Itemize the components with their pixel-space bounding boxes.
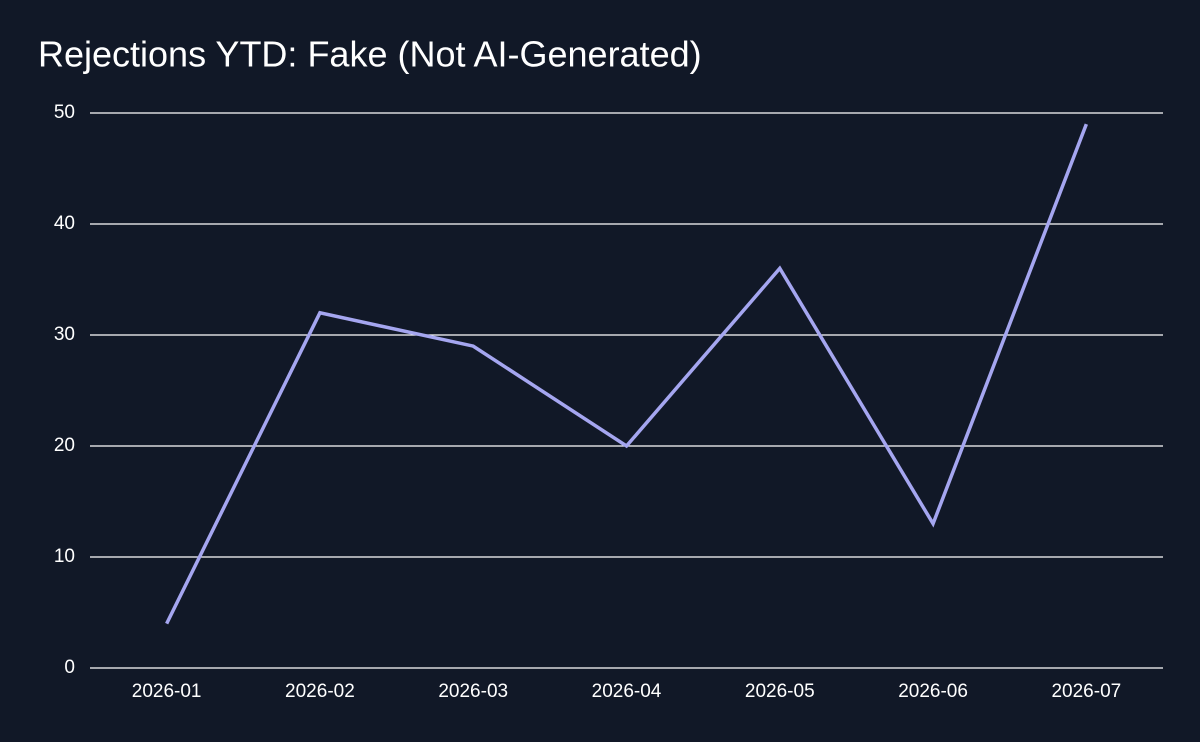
x-tick-label: 2026-01: [132, 681, 202, 702]
x-tick-label: 2026-03: [438, 681, 508, 702]
y-tick-label: 10: [54, 546, 75, 567]
y-tick-label: 0: [64, 657, 75, 678]
chart-title: Rejections YTD: Fake (Not AI-Generated): [38, 34, 702, 75]
y-tick-label: 40: [54, 213, 75, 234]
y-tick-label: 30: [54, 324, 75, 345]
x-tick-label: 2026-04: [592, 681, 662, 702]
x-tick-label: 2026-05: [745, 681, 815, 702]
y-tick-label: 20: [54, 435, 75, 456]
x-tick-label: 2026-06: [898, 681, 968, 702]
x-tick-label: 2026-02: [285, 681, 355, 702]
x-tick-label: 2026-07: [1051, 681, 1121, 702]
y-tick-label: 50: [54, 102, 75, 123]
line: [165, 123, 1088, 625]
